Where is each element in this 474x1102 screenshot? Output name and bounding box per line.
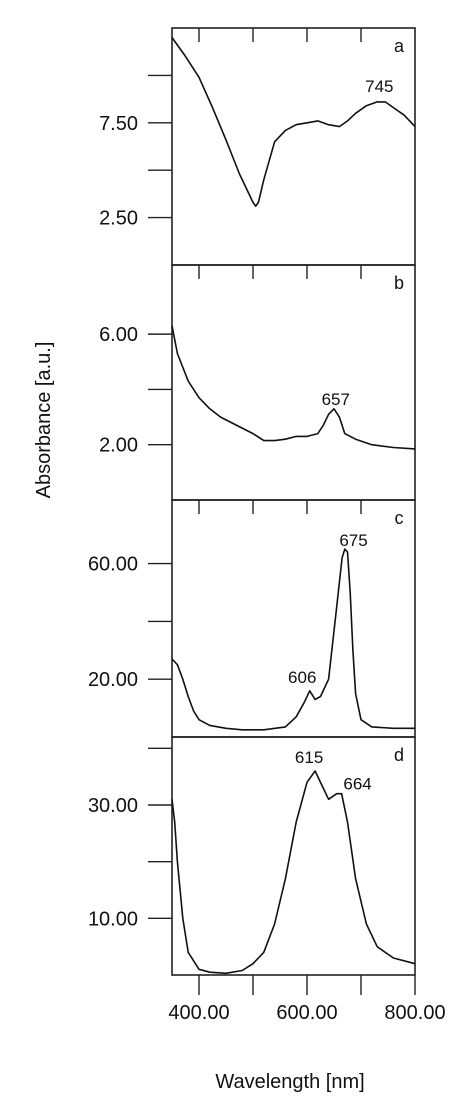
- panel-a: 2.50 7.50 a 745: [99, 27, 416, 266]
- panel-d-letter: d: [394, 745, 404, 765]
- panel-d-peak-label: 615: [295, 748, 323, 767]
- x-tick-label: 800.00: [384, 1002, 445, 1024]
- panel-b-letter: b: [394, 273, 404, 293]
- panel-b-frame: [171, 264, 416, 501]
- panel-b-peak-label: 657: [322, 390, 350, 409]
- panel-a-letter: a: [394, 36, 405, 56]
- panel-c-y-tick-label: 60.00: [88, 554, 138, 576]
- x-axis-title: Wavelength [nm]: [215, 1071, 364, 1093]
- panel-d-peak-label: 664: [343, 775, 371, 794]
- panel-a-spectrum-line: [171, 37, 416, 207]
- panel-c-letter: c: [395, 508, 404, 528]
- panel-c-peak-label: 675: [339, 531, 367, 550]
- panel-d-frame: [171, 736, 416, 976]
- panel-d-y-tick-label: 10.00: [88, 908, 138, 930]
- panel-d-y-tick-label: 30.00: [88, 795, 138, 817]
- panel-c: 20.00 60.00 c 606 675: [88, 499, 416, 738]
- panel-b-y-tick-label: 6.00: [99, 324, 138, 346]
- panel-a-y-tick-label: 2.50: [99, 208, 138, 230]
- y-axis-title: Absorbance [a.u.]: [33, 342, 55, 499]
- x-tick-label: 400.00: [168, 1002, 229, 1024]
- panel-b-y-tick-label: 2.00: [99, 435, 138, 457]
- panel-c-spectrum-line: [171, 548, 415, 731]
- x-tick-label: 600.00: [276, 1002, 337, 1024]
- panel-c-peak-label: 606: [288, 668, 316, 687]
- panel-a-y-tick-label: 7.50: [99, 113, 138, 135]
- panel-c-y-tick-label: 20.00: [88, 669, 138, 691]
- panel-d: 10.00 30.00 400.00 600.00 800.00 d 615 664: [88, 736, 446, 1024]
- panels-group: 2.50 7.50 a 745 2.00 6.00 b 657 20.00 60.00 c 606 67…: [88, 27, 446, 1024]
- panel-b-spectrum-line: [171, 325, 416, 450]
- panel-b: 2.00 6.00 b 657: [99, 264, 416, 501]
- panel-a-frame: [171, 27, 416, 266]
- panel-a-peak-label: 745: [365, 77, 393, 96]
- panel-d-spectrum-line: [171, 770, 416, 975]
- panel-c-frame: [171, 499, 416, 738]
